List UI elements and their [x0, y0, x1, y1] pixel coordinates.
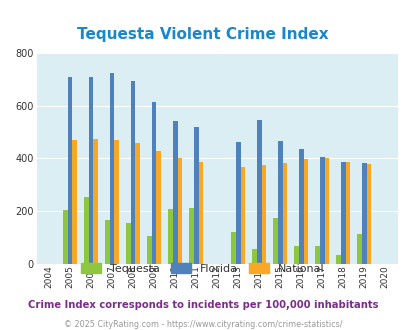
Bar	[68, 77, 72, 264]
Bar	[194, 127, 198, 264]
Bar	[105, 220, 110, 264]
Bar	[114, 140, 119, 264]
Bar	[231, 232, 235, 264]
Bar	[294, 246, 298, 264]
Bar	[235, 142, 240, 264]
Bar	[335, 255, 340, 264]
Bar	[147, 236, 151, 264]
Bar	[198, 162, 202, 264]
Bar	[315, 246, 319, 264]
Bar	[324, 158, 328, 264]
Text: Tequesta Violent Crime Index: Tequesta Violent Crime Index	[77, 27, 328, 42]
Bar	[256, 120, 261, 264]
Text: Crime Index corresponds to incidents per 100,000 inhabitants: Crime Index corresponds to incidents per…	[28, 300, 377, 310]
Bar	[89, 77, 93, 264]
Bar	[298, 149, 303, 264]
Bar	[173, 121, 177, 264]
Bar	[177, 158, 182, 264]
Bar	[151, 102, 156, 264]
Bar	[277, 141, 282, 264]
Bar	[168, 209, 173, 264]
Bar	[366, 164, 370, 264]
Bar	[282, 163, 286, 264]
Bar	[340, 162, 345, 264]
Bar	[273, 218, 277, 264]
Bar	[345, 162, 350, 264]
Bar	[84, 197, 89, 264]
Bar	[240, 167, 245, 264]
Bar	[319, 157, 324, 264]
Bar	[189, 208, 194, 264]
Bar	[72, 140, 77, 264]
Text: © 2025 CityRating.com - https://www.cityrating.com/crime-statistics/: © 2025 CityRating.com - https://www.city…	[64, 319, 341, 329]
Bar	[303, 159, 307, 264]
Bar	[261, 165, 266, 264]
Bar	[156, 151, 161, 264]
Bar	[135, 143, 140, 264]
Bar	[63, 210, 68, 264]
Bar	[252, 249, 256, 264]
Bar	[126, 222, 130, 264]
Bar	[93, 139, 98, 264]
Bar	[130, 81, 135, 264]
Bar	[110, 73, 114, 264]
Legend: Tequesta, Florida, National: Tequesta, Florida, National	[77, 259, 328, 278]
Bar	[361, 163, 366, 264]
Bar	[356, 234, 361, 264]
